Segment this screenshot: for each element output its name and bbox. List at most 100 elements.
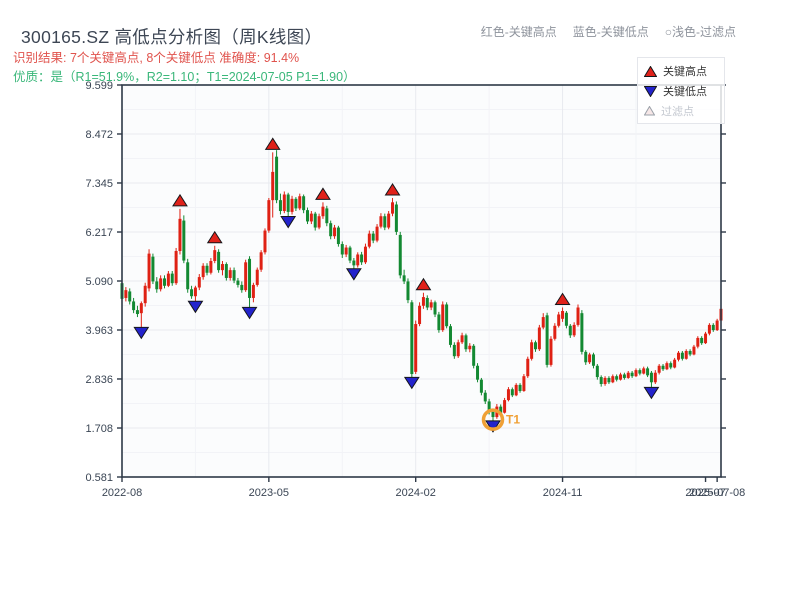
candle-body	[464, 335, 468, 350]
candle-body	[387, 213, 391, 228]
candle-body	[634, 370, 638, 377]
candle-body	[630, 372, 634, 377]
plot-legend-item-key-high: 关键高点	[644, 61, 724, 81]
candle-body	[178, 218, 182, 252]
x-tick-label: 2024-11	[543, 487, 583, 499]
candle-body	[607, 377, 611, 383]
candle-body	[220, 264, 224, 271]
plot-legend-label: 关键高点	[663, 66, 707, 78]
candle-body	[646, 368, 650, 376]
candle-body	[391, 202, 395, 214]
candle-body	[394, 204, 398, 232]
candle-body	[576, 307, 580, 325]
candle-body	[580, 313, 584, 352]
candle-body	[352, 260, 356, 266]
candle-body	[506, 389, 510, 401]
key-high-triangle-icon	[644, 65, 657, 77]
candle-body	[711, 324, 715, 331]
candle-body	[282, 194, 286, 212]
candle-body	[564, 312, 568, 326]
candle-body	[537, 327, 541, 350]
candle-body	[433, 302, 437, 315]
candle-body	[174, 251, 178, 284]
candle-body	[124, 290, 128, 298]
candle-body	[135, 310, 139, 315]
candle-body	[522, 376, 526, 391]
candle-body	[553, 325, 557, 339]
candle-body	[626, 372, 630, 378]
candle-body	[456, 342, 460, 357]
candle-body	[460, 335, 464, 343]
candle-body	[684, 350, 688, 359]
key-low-marker	[345, 268, 362, 281]
candle-body	[375, 226, 379, 241]
plot-legend-label: 关键低点	[663, 86, 707, 98]
candle-body	[591, 354, 595, 366]
candle-body	[499, 406, 503, 413]
candle-body	[715, 320, 719, 331]
y-tick-label: 9.599	[85, 80, 113, 92]
candle-body	[688, 350, 692, 355]
candle-body	[603, 377, 607, 385]
candle-body	[487, 401, 491, 412]
plot-legend-item-key-low: 关键低点	[644, 81, 724, 101]
candle-body	[421, 297, 425, 306]
plot-legend-item-filtered: 过滤点	[644, 101, 724, 121]
candle-body	[406, 281, 410, 301]
candle-body	[278, 200, 282, 212]
t1-highlight-ring	[481, 408, 505, 431]
candle-body	[228, 270, 232, 278]
y-tick-label: 8.472	[85, 129, 113, 141]
header-legend-key-high: 红色-关键高点	[480, 25, 557, 39]
key-low-marker	[485, 420, 501, 433]
key-low-triangle-icon	[644, 85, 657, 97]
candle-body	[700, 337, 704, 344]
key-low-marker	[133, 326, 150, 340]
candle-body	[271, 171, 275, 201]
candle-body	[263, 230, 267, 253]
candle-body	[267, 200, 271, 231]
candle-body	[336, 227, 340, 245]
candle-body	[166, 273, 170, 286]
key-low-marker	[187, 300, 204, 314]
candle-body	[236, 280, 240, 285]
candle-body	[329, 223, 333, 237]
candle-body	[151, 256, 155, 282]
candle-body	[429, 302, 433, 308]
key-high-marker	[554, 292, 571, 306]
candle-body	[619, 374, 623, 380]
candle-body	[526, 358, 530, 377]
candle-body	[545, 315, 549, 365]
page-title: 300165.SZ 高低点分析图（周K线图）	[21, 27, 323, 47]
recognition-result-line: 识别结果: 7个关键高点, 8个关键低点 准确度: 91.4%	[13, 51, 300, 65]
candle-body	[275, 156, 279, 201]
candle-body	[163, 278, 167, 286]
candle-body	[360, 254, 364, 263]
candle-body	[298, 196, 302, 209]
candle-body	[680, 352, 684, 359]
candle-body	[344, 247, 348, 255]
y-tick-label: 1.708	[85, 423, 113, 435]
candle-body	[363, 246, 367, 263]
candle-body	[441, 304, 445, 331]
candle-body	[379, 216, 383, 227]
candle-body	[155, 281, 159, 290]
candle-body	[425, 297, 429, 308]
t1-label: T1	[506, 413, 520, 427]
candle-body	[599, 377, 603, 385]
candle-body	[418, 305, 422, 325]
candle-body	[638, 370, 642, 374]
candle-body	[665, 363, 669, 370]
y-tick-label: 7.345	[85, 178, 113, 190]
candlesticks	[120, 150, 723, 422]
candle-body	[186, 262, 190, 290]
candle-body	[530, 342, 534, 359]
key-low-marker	[280, 216, 297, 229]
candle-body	[491, 411, 495, 418]
candle-body	[541, 317, 545, 328]
candle-body	[371, 233, 375, 241]
candle-body	[128, 291, 132, 302]
candle-body	[588, 354, 592, 363]
candle-body	[437, 314, 441, 331]
